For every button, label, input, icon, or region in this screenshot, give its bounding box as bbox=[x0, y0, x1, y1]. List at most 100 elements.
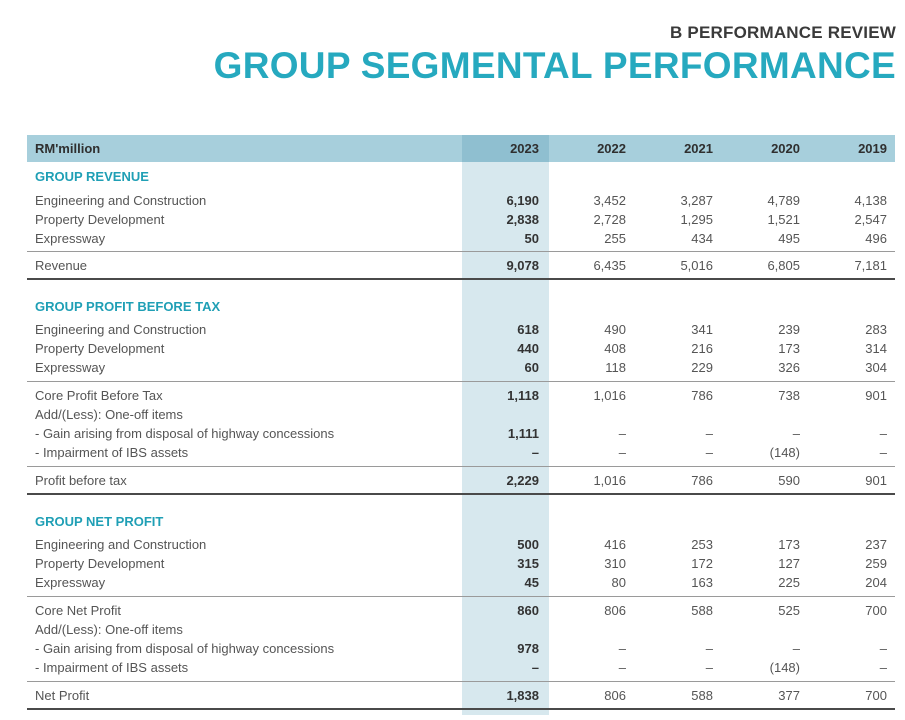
row-label: Expressway bbox=[35, 360, 106, 375]
cell-value: 255 bbox=[604, 231, 626, 246]
year-header: 2021 bbox=[684, 141, 713, 156]
cell-value: 496 bbox=[865, 231, 887, 246]
cell-value: 3,452 bbox=[593, 193, 626, 208]
current-year-highlight bbox=[462, 135, 549, 715]
section-title: GROUP PROFIT BEFORE TAX bbox=[35, 299, 221, 314]
cell-value: 1,838 bbox=[506, 688, 539, 703]
row-divider bbox=[27, 681, 895, 682]
cell-value: 6,805 bbox=[767, 258, 800, 273]
cell-value: 229 bbox=[691, 360, 713, 375]
cell-value: 978 bbox=[517, 641, 539, 656]
section-title: GROUP NET PROFIT bbox=[35, 514, 164, 529]
cell-value: 7,181 bbox=[854, 258, 887, 273]
cell-value: – bbox=[879, 426, 887, 441]
cell-value: 2,838 bbox=[506, 212, 539, 227]
year-header: 2020 bbox=[771, 141, 800, 156]
cell-value: 314 bbox=[865, 341, 887, 356]
cell-value: 4,789 bbox=[767, 193, 800, 208]
cell-value: – bbox=[792, 641, 800, 656]
cell-value: 204 bbox=[865, 575, 887, 590]
cell-value: 326 bbox=[778, 360, 800, 375]
cell-value: 786 bbox=[691, 388, 713, 403]
cell-value: 60 bbox=[524, 360, 539, 375]
cell-value: 490 bbox=[604, 322, 626, 337]
table-header bbox=[27, 135, 895, 162]
cell-value: – bbox=[618, 445, 626, 460]
cell-value: – bbox=[879, 641, 887, 656]
row-label: Add/(Less): One-off items bbox=[35, 407, 183, 422]
section-title: GROUP REVENUE bbox=[35, 169, 149, 184]
cell-value: (148) bbox=[769, 445, 800, 460]
cell-value: 216 bbox=[691, 341, 713, 356]
cell-value: 786 bbox=[691, 473, 713, 488]
cell-value: 1,016 bbox=[593, 388, 626, 403]
cell-value: – bbox=[705, 660, 713, 675]
cell-value: 253 bbox=[691, 537, 713, 552]
row-label: Add/(Less): One-off items bbox=[35, 622, 183, 637]
cell-value: (148) bbox=[769, 660, 800, 675]
cell-value: 304 bbox=[865, 360, 887, 375]
row-label: Engineering and Construction bbox=[35, 537, 207, 552]
cell-value: 310 bbox=[604, 556, 626, 571]
cell-value: 283 bbox=[865, 322, 887, 337]
cell-value: 1,111 bbox=[507, 426, 539, 441]
cell-value: 173 bbox=[778, 537, 800, 552]
row-label: - Impairment of IBS assets bbox=[35, 660, 189, 675]
cell-value: 1,295 bbox=[680, 212, 713, 227]
cell-value: 2,547 bbox=[854, 212, 887, 227]
year-header: 2019 bbox=[858, 141, 887, 156]
cell-value: 6,190 bbox=[506, 193, 539, 208]
cell-value: 901 bbox=[865, 473, 887, 488]
cell-value: 588 bbox=[691, 688, 713, 703]
row-label: Property Development bbox=[35, 556, 165, 571]
cell-value: 806 bbox=[604, 603, 626, 618]
cell-value: – bbox=[879, 445, 887, 460]
cell-value: 901 bbox=[865, 388, 887, 403]
cell-value: 525 bbox=[778, 603, 800, 618]
cell-value: – bbox=[618, 660, 626, 675]
row-label: Revenue bbox=[35, 258, 88, 273]
total-divider bbox=[27, 278, 895, 280]
cell-value: 4,138 bbox=[854, 193, 887, 208]
cell-value: – bbox=[705, 445, 713, 460]
cell-value: – bbox=[531, 445, 539, 460]
row-label: Engineering and Construction bbox=[35, 322, 207, 337]
cell-value: 700 bbox=[865, 688, 887, 703]
row-label: - Gain arising from disposal of highway … bbox=[35, 426, 335, 441]
cell-value: 1,118 bbox=[507, 388, 539, 403]
cell-value: 434 bbox=[691, 231, 713, 246]
cell-value: 225 bbox=[778, 575, 800, 590]
cell-value: – bbox=[705, 641, 713, 656]
cell-value: 588 bbox=[691, 603, 713, 618]
cell-value: 315 bbox=[517, 556, 539, 571]
row-label: Profit before tax bbox=[35, 473, 127, 488]
unit-label: RM'million bbox=[35, 141, 101, 156]
cell-value: 618 bbox=[517, 322, 539, 337]
row-divider bbox=[27, 251, 895, 252]
cell-value: 806 bbox=[604, 688, 626, 703]
cell-value: 172 bbox=[691, 556, 713, 571]
row-divider bbox=[27, 466, 895, 467]
row-divider bbox=[27, 381, 895, 382]
year-header: 2023 bbox=[510, 141, 539, 156]
cell-value: 50 bbox=[524, 231, 539, 246]
cell-value: 2,728 bbox=[593, 212, 626, 227]
row-label: - Gain arising from disposal of highway … bbox=[35, 641, 335, 656]
cell-value: – bbox=[879, 660, 887, 675]
cell-value: 127 bbox=[778, 556, 800, 571]
page-title: GROUP SEGMENTAL PERFORMANCE bbox=[213, 45, 896, 86]
cell-value: 860 bbox=[517, 603, 539, 618]
cell-value: 341 bbox=[691, 322, 713, 337]
cell-value: 237 bbox=[865, 537, 887, 552]
cell-value: – bbox=[531, 660, 539, 675]
cell-value: 163 bbox=[691, 575, 713, 590]
cell-value: 500 bbox=[517, 537, 539, 552]
row-label: Expressway bbox=[35, 575, 106, 590]
row-label: Core Profit Before Tax bbox=[35, 388, 163, 403]
cell-value: – bbox=[792, 426, 800, 441]
row-label: Property Development bbox=[35, 212, 165, 227]
cell-value: 1,016 bbox=[593, 473, 626, 488]
total-divider bbox=[27, 493, 895, 495]
year-header: 2022 bbox=[597, 141, 626, 156]
cell-value: 1,521 bbox=[767, 212, 800, 227]
